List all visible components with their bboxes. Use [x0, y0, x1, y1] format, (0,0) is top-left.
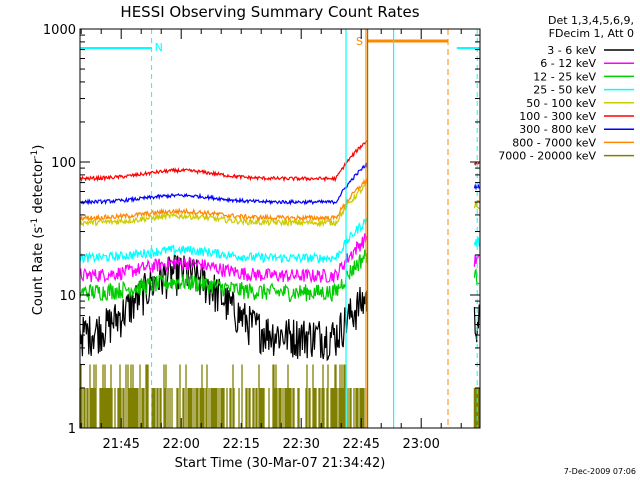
series-line-100-300kev — [79, 140, 480, 183]
y-tick-label: 1 — [68, 422, 76, 437]
series-line-3-6kev — [79, 253, 480, 362]
x-axis-label: Start Time (30-Mar-07 21:34:42) — [175, 456, 386, 471]
legend-label: 6 - 12 keV — [540, 57, 596, 70]
legend-header-line-2: FDecim 1, Att 0 — [549, 27, 634, 40]
legend-label: 300 - 800 keV — [519, 123, 596, 136]
x-tick-label: 22:45 — [342, 437, 379, 452]
y-axis-label: Count Rate (s-1 detector-1) — [30, 145, 46, 316]
y-tick-label: 10 — [59, 289, 76, 304]
x-tick-label: 22:30 — [282, 437, 319, 452]
legend-label: 3 - 6 keV — [547, 44, 596, 57]
legend-header-line-1: Det 1,3,4,5,6,9, — [548, 14, 634, 27]
x-tick-label: 23:00 — [402, 437, 439, 452]
x-tick-label: 22:00 — [162, 437, 199, 452]
plot-border — [79, 28, 481, 429]
axes-frame: 1 10 100 1000 21:45 22:00 22:15 22:30 22:45 23:00 — [43, 23, 481, 452]
series-line-7000-20000-kev — [79, 364, 481, 428]
series-line-25-50kev — [79, 217, 480, 264]
y-tick-label: 1000 — [43, 23, 76, 38]
legend-label: 50 - 100 keV — [526, 97, 596, 110]
x-tick-label: 21:45 — [102, 437, 139, 452]
series-line-300-800kev — [80, 162, 480, 206]
chart-title: HESSI Observing Summary Count Rates — [120, 3, 419, 21]
series-line-50-100kev — [79, 181, 480, 228]
x-tick-label: 22:15 — [222, 437, 259, 452]
footer-date: 7-Dec-2009 07:06 — [564, 467, 636, 476]
legend-label: 800 - 7000 keV — [512, 136, 596, 149]
saa-marker-label: S — [356, 35, 363, 48]
legend: Det 1,3,4,5,6,9, FDecim 1, Att 0 3 - 6 k… — [498, 14, 634, 163]
legend-label: 25 - 50 keV — [533, 84, 596, 97]
legend-label: 7000 - 20000 keV — [498, 150, 596, 163]
y-tick-label: 100 — [51, 156, 76, 171]
legend-label: 12 - 25 keV — [533, 70, 596, 83]
night-marker-label: N — [155, 41, 163, 54]
legend-label: 100 - 300 keV — [519, 110, 596, 123]
